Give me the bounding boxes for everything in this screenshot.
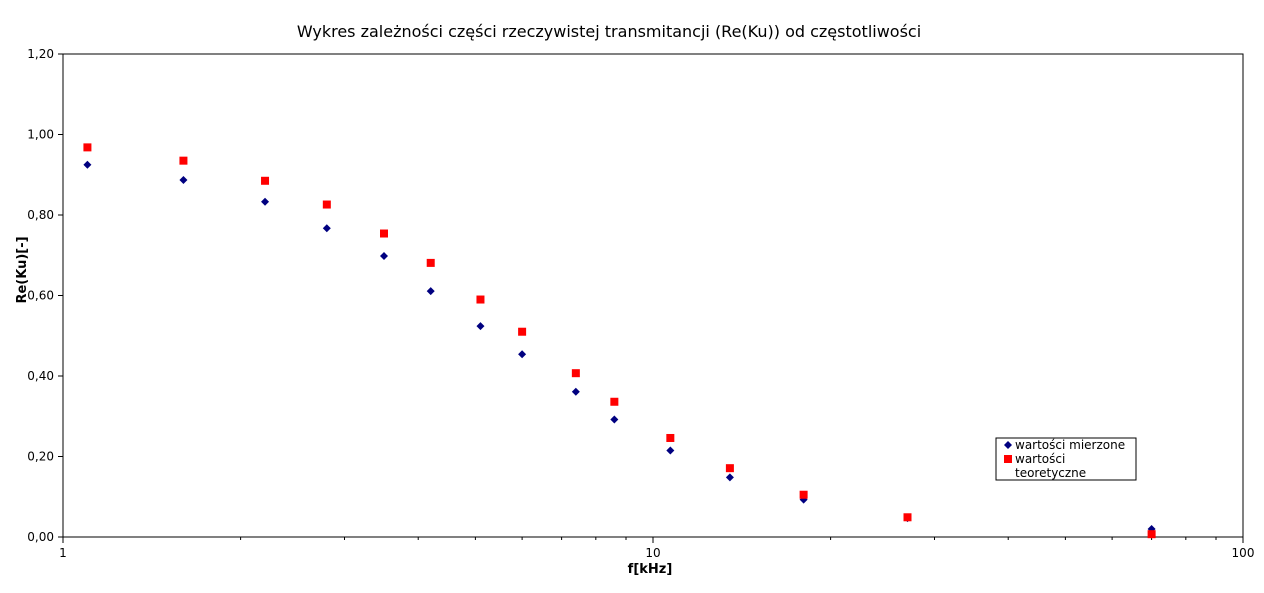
theoretical-point [610,397,619,406]
measured-point [322,224,331,233]
series-layer [83,143,1156,539]
theoretical-point [179,156,188,165]
measured-point [571,387,580,396]
theoretical-point [261,176,270,185]
legend-label: wartości mierzone [1015,438,1125,452]
legend-marker-0 [1004,441,1012,449]
measured-point [476,322,485,331]
x-axis-title: f[kHz] [628,562,673,577]
y-tick-label: 0,80 [27,208,54,222]
y-axis-title: Re(Ku)[-] [15,236,30,303]
theoretical-point [518,327,527,336]
theoretical-point [725,464,734,473]
y-tick-label: 1,00 [27,128,54,142]
measured-point [725,473,734,482]
y-tick-label: 0,20 [27,450,54,464]
series-theoretical [83,143,1156,539]
theoretical-point [799,490,808,499]
legend-marker-1 [1004,455,1012,463]
theoretical-point [83,143,92,152]
theoretical-point [903,513,912,522]
measured-point [666,446,675,455]
theoretical-point [322,200,331,209]
x-tick-label: 100 [1232,546,1255,560]
series-measured [83,160,1156,533]
theoretical-point [476,295,485,304]
measured-point [83,160,92,169]
y-tick-label: 0,00 [27,530,54,544]
theoretical-point [380,229,389,238]
measured-point [179,175,188,184]
theoretical-point [571,369,580,378]
measured-point [610,415,619,424]
legend-label: wartości [1015,452,1065,466]
measured-point [426,287,435,296]
theoretical-point [666,433,675,442]
legend-box [995,437,1137,481]
x-axis: 1 10 100 [59,537,1254,560]
y-tick-label: 1,20 [27,47,54,61]
legend-label: teoretyczne [1015,466,1086,480]
x-tick-label: 1 [59,546,67,560]
x-tick-label: 10 [645,546,660,560]
chart-title: Wykres zależności części rzeczywistej tr… [297,22,921,41]
measured-point [518,350,527,359]
measured-point [261,197,270,206]
theoretical-point [1147,530,1156,539]
y-axis: 0,00 0,20 0,40 0,60 0,80 1,00 1,20 [27,47,63,544]
y-tick-label: 0,60 [27,289,54,303]
measured-point [380,252,389,261]
theoretical-point [426,258,435,267]
y-tick-label: 0,40 [27,369,54,383]
